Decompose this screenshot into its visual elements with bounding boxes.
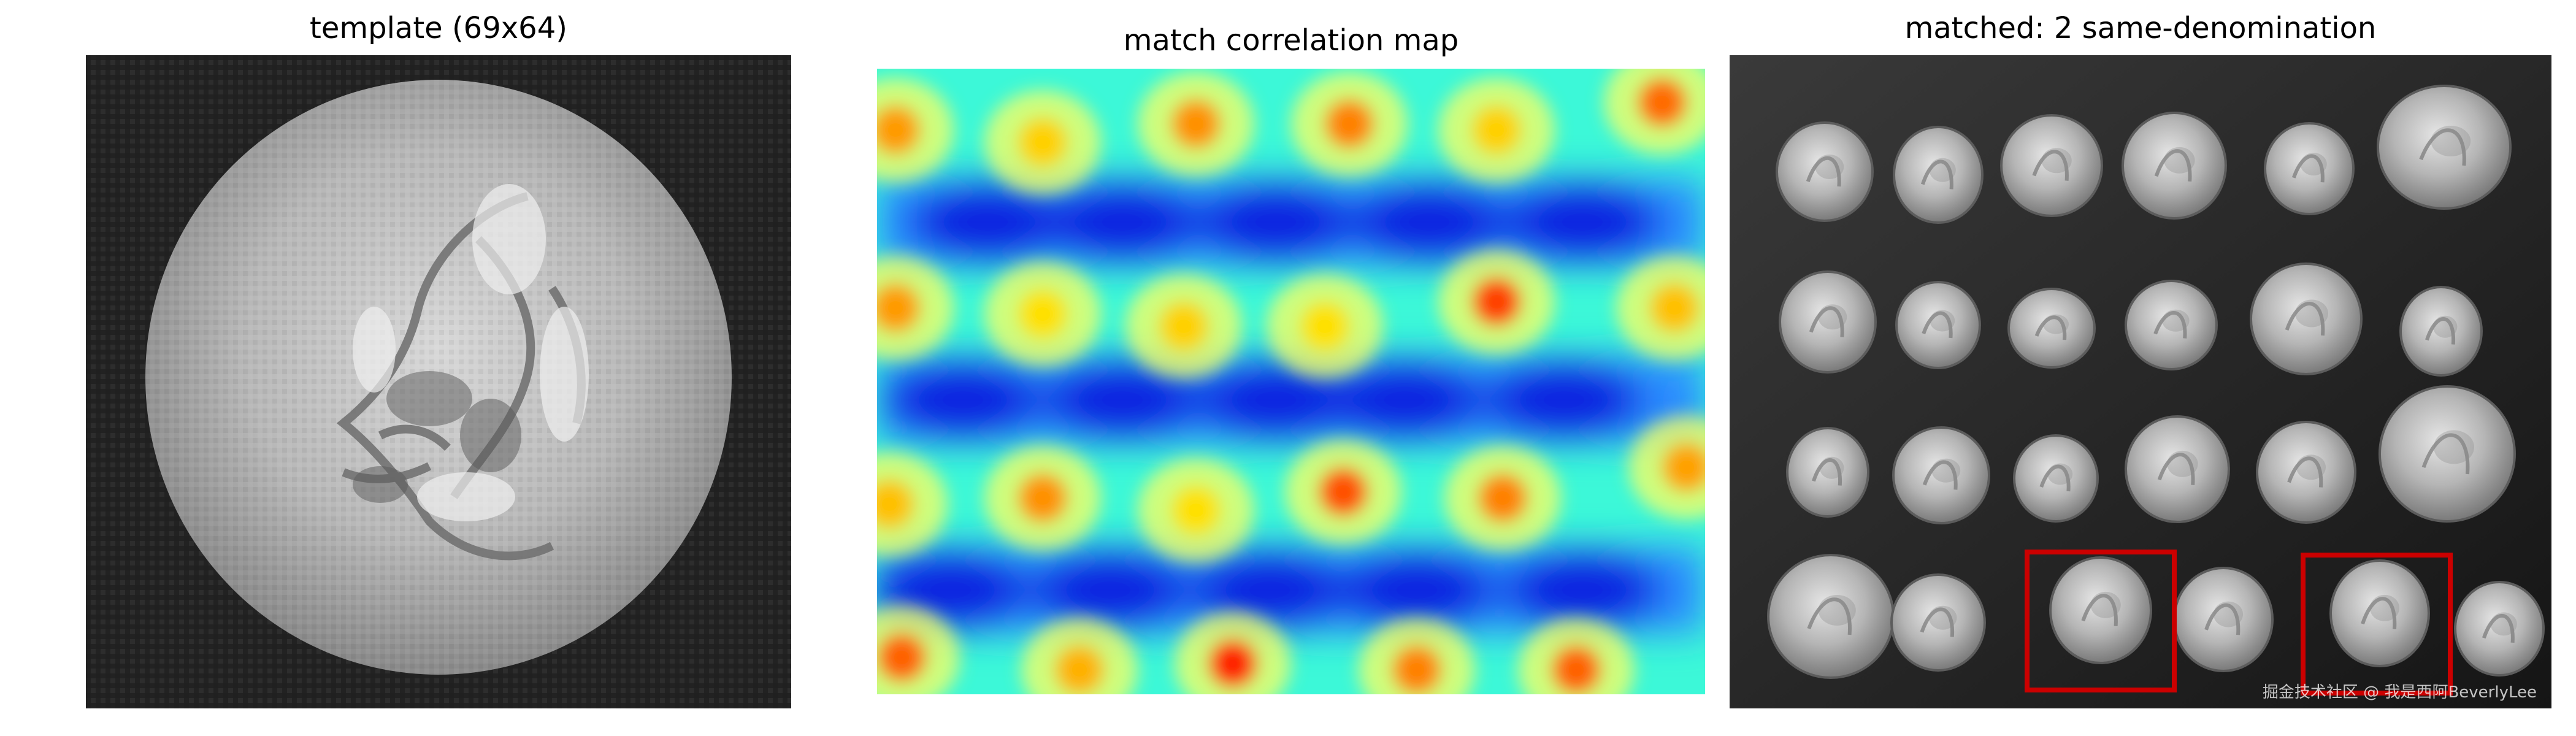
hot-spot — [1055, 645, 1104, 694]
hot-spot — [1392, 645, 1441, 694]
hot-spot — [1300, 302, 1349, 351]
trough-spot — [1196, 363, 1355, 437]
trough-spot — [883, 363, 1043, 437]
hot-spot — [877, 633, 926, 682]
coin — [2379, 385, 2516, 523]
coin — [1767, 554, 1895, 679]
trough-spot — [1196, 185, 1355, 259]
coin — [1776, 121, 1874, 222]
coin — [2049, 556, 2152, 664]
watermark: 掘金技术社区 @ 我是西阿BeverlyLee — [2262, 683, 2537, 702]
hot-spot — [1325, 99, 1374, 148]
coin — [2000, 114, 2103, 217]
hot-spot — [1171, 486, 1221, 535]
coin — [2125, 415, 2230, 523]
trough-spot — [1043, 185, 1202, 259]
hot-spot — [1662, 443, 1705, 492]
hot-spot — [1472, 277, 1521, 326]
coin — [1890, 573, 1986, 672]
correlation-heatmap — [877, 69, 1705, 694]
hot-spot — [1018, 118, 1067, 167]
coin — [1895, 281, 1981, 369]
hot-spot — [1319, 467, 1368, 516]
correlation-map-title: match correlation map — [1123, 23, 1459, 58]
hot-spot — [1552, 645, 1601, 694]
coin — [2007, 288, 2096, 369]
coin — [2173, 567, 2274, 672]
hot-spot — [1478, 473, 1527, 523]
correlation-map — [877, 69, 1705, 694]
matched-title: matched: 2 same-denomination — [1904, 11, 2377, 45]
trough-spot — [1043, 363, 1202, 437]
hot-spot — [1472, 105, 1521, 155]
template-image — [86, 55, 791, 708]
coin — [2329, 559, 2430, 667]
coin — [1779, 270, 1877, 374]
trough-spot — [1349, 185, 1509, 259]
coin — [2377, 85, 2512, 210]
coin — [2013, 434, 2099, 523]
matched-image: 掘金技术社区 @ 我是西阿BeverlyLee — [1730, 55, 2551, 708]
trough-spot — [1030, 553, 1190, 627]
coin — [2399, 286, 2483, 377]
hot-spot — [1208, 639, 1257, 688]
hot-spot — [1018, 289, 1067, 339]
trough-spot — [1503, 185, 1662, 259]
hot-spot — [1018, 473, 1067, 523]
hot-spot — [1171, 99, 1221, 148]
coins-photo — [1730, 55, 2551, 708]
coin — [1893, 126, 1984, 224]
trough-spot — [1337, 553, 1497, 627]
hot-spot — [877, 105, 920, 155]
trough-spot — [908, 185, 1067, 259]
template-title: template (69x64) — [310, 11, 567, 45]
hot-spot — [1650, 283, 1699, 332]
trough-spot — [1484, 363, 1644, 437]
coin — [2256, 421, 2356, 524]
coin — [2122, 112, 2227, 220]
hot-spot — [1638, 78, 1687, 127]
coin — [2264, 122, 2355, 215]
coin — [2454, 581, 2545, 677]
match-box — [2025, 550, 2177, 692]
hot-spot — [1159, 302, 1208, 351]
hot-spot — [877, 480, 914, 529]
coin — [1892, 426, 1990, 524]
coin — [2125, 280, 2218, 370]
coin — [1786, 427, 1869, 518]
coin — [2250, 263, 2363, 375]
trough-spot — [1325, 363, 1484, 437]
template-coin-svg — [86, 55, 791, 708]
trough-spot — [1503, 553, 1662, 627]
trough-spot — [1190, 553, 1349, 627]
match-box — [2301, 553, 2453, 696]
hot-spot — [877, 283, 920, 332]
